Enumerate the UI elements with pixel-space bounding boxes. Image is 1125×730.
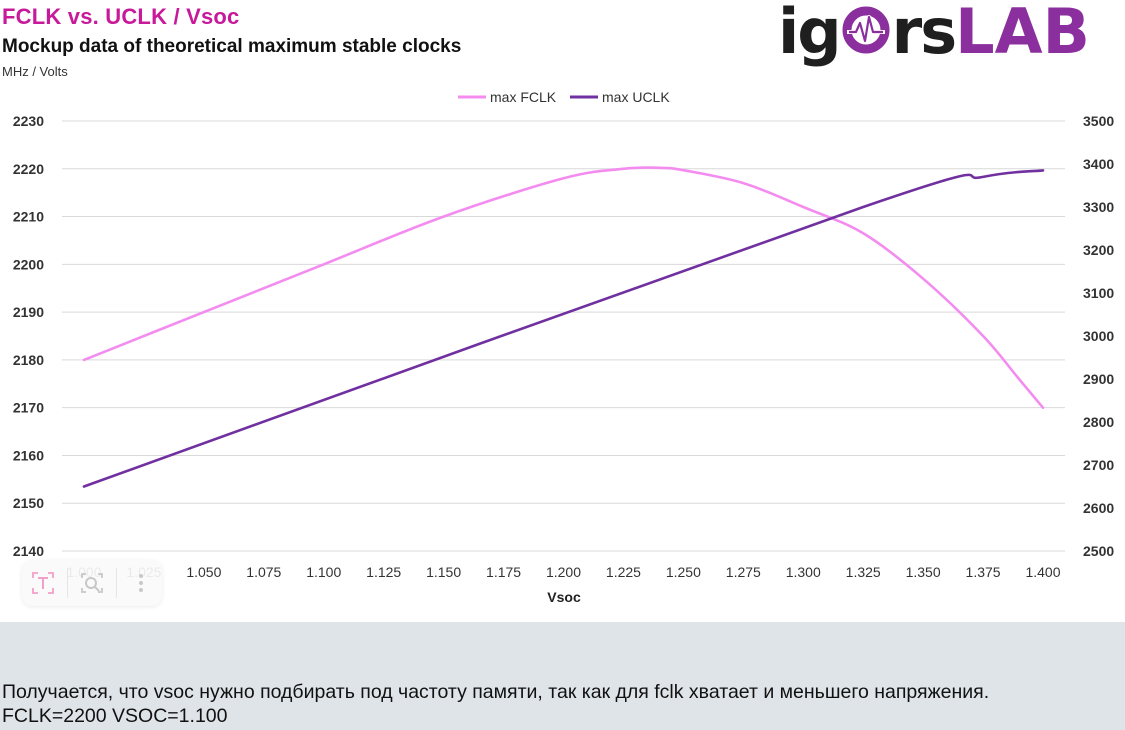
x-tick-label: 1.300 [786, 564, 821, 580]
y-left-tick-label: 2160 [13, 447, 44, 463]
more-options-button[interactable] [123, 565, 159, 601]
y-right-tick-label: 3100 [1083, 285, 1114, 301]
y-right-tick-label: 3400 [1083, 156, 1114, 172]
x-tick-label: 1.150 [426, 564, 461, 580]
x-tick-label: 1.075 [246, 564, 281, 580]
x-axis: 1.0001.0251.0501.0751.1001.1251.1501.175… [66, 564, 1060, 580]
text-select-button[interactable] [25, 565, 61, 601]
x-tick-label: 1.375 [966, 564, 1001, 580]
legend-label: max UCLK [602, 89, 670, 105]
series-line-max-fclk [82, 166, 1045, 409]
y-left-tick-label: 2140 [13, 543, 44, 559]
grid-lines [62, 120, 1065, 552]
chart-title: FCLK vs. UCLK / Vsoc [2, 4, 240, 29]
y-right-tick-label: 3300 [1083, 199, 1114, 215]
y-left-tick-label: 2200 [13, 256, 44, 272]
x-tick-label: 1.250 [666, 564, 701, 580]
chart-card: FCLK vs. UCLK / Vsoc Mockup data of theo… [0, 0, 1125, 622]
y-axis-left: 2140 2150 2160 2170 2180 2190 2200 2210 2220 2230 [13, 113, 44, 559]
x-tick-label: 1.350 [906, 564, 941, 580]
y-right-tick-label: 2800 [1083, 414, 1114, 430]
y-left-tick-label: 2180 [13, 352, 44, 368]
toolbar-divider [116, 568, 117, 598]
series-line-max-uclk [82, 169, 1045, 488]
comment-line-1: Получается, что vsoc нужно подбирать под… [2, 681, 990, 703]
igorslab-logo: ig rsLAB [778, 0, 1123, 64]
image-toolbar [22, 560, 162, 606]
x-tick-label: 1.100 [306, 564, 341, 580]
y-left-tick-label: 2210 [13, 209, 44, 225]
logo-part1: ig [778, 0, 842, 68]
image-search-button[interactable] [74, 565, 110, 601]
logo-part2: rs [891, 0, 957, 68]
y-right-tick-label: 3000 [1083, 328, 1114, 344]
line-chart: 2140 2150 2160 2170 2180 2190 2200 2210 2220 2230… [13, 89, 1115, 605]
chart-units: MHz / Volts [2, 64, 68, 79]
x-tick-label: 1.200 [546, 564, 581, 580]
y-right-tick-label: 2500 [1083, 543, 1114, 559]
x-tick-label: 1.125 [366, 564, 401, 580]
x-tick-label: 1.225 [606, 564, 641, 580]
y-left-tick-label: 2230 [13, 113, 44, 129]
y-left-tick-label: 2170 [13, 400, 44, 416]
y-left-tick-label: 2150 [13, 495, 44, 511]
x-tick-label: 1.275 [726, 564, 761, 580]
x-tick-label: 1.175 [486, 564, 521, 580]
series-lines [82, 166, 1045, 488]
legend-label: max FCLK [490, 89, 557, 105]
y-right-tick-label: 2600 [1083, 500, 1114, 516]
y-right-tick-label: 3200 [1083, 242, 1114, 258]
legend: max FCLK max UCLK [458, 89, 670, 105]
x-tick-label: 1.050 [186, 564, 221, 580]
y-right-tick-label: 2900 [1083, 371, 1114, 387]
more-vertical-icon [139, 574, 143, 592]
y-right-tick-label: 3500 [1083, 113, 1114, 129]
y-right-tick-label: 2700 [1083, 457, 1114, 473]
text-select-icon [32, 572, 54, 594]
legend-item-max-fclk: max FCLK [458, 89, 557, 105]
x-axis-title: Vsoc [547, 589, 581, 605]
y-axis-right: 2500 2600 2700 2800 2900 3000 3100 3200 3300 3400… [1083, 113, 1114, 559]
x-tick-label: 1.325 [846, 564, 881, 580]
y-left-tick-label: 2190 [13, 304, 44, 320]
image-search-icon [81, 573, 103, 593]
y-left-tick-label: 2220 [13, 161, 44, 177]
x-tick-label: 1.400 [1025, 564, 1060, 580]
comment-line-2: FCLK=2200 VSOC=1.100 [2, 705, 228, 727]
logo-part3: LAB [955, 0, 1090, 68]
comment-text: Получается, что vsoc нужно подбирать под… [2, 680, 1124, 728]
chart-subtitle: Mockup data of theoretical maximum stabl… [2, 36, 462, 57]
heartbeat-o-icon [841, 2, 891, 54]
toolbar-divider [67, 568, 68, 598]
legend-item-max-uclk: max UCLK [570, 89, 670, 105]
